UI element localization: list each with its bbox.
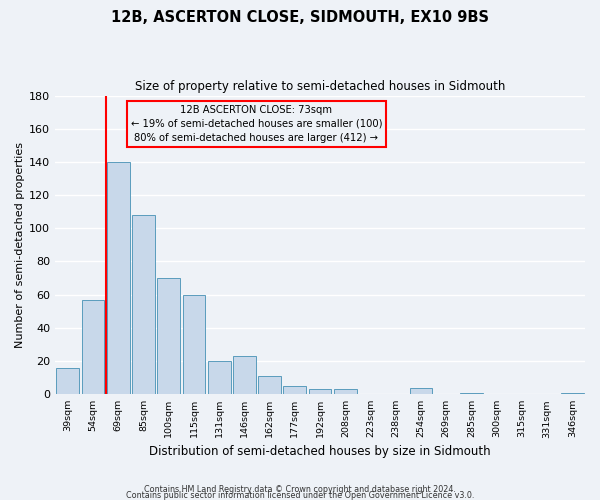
Bar xyxy=(56,368,79,394)
Bar xyxy=(132,215,155,394)
Bar xyxy=(410,388,433,394)
X-axis label: Distribution of semi-detached houses by size in Sidmouth: Distribution of semi-detached houses by … xyxy=(149,444,491,458)
Text: Contains public sector information licensed under the Open Government Licence v3: Contains public sector information licen… xyxy=(126,490,474,500)
Y-axis label: Number of semi-detached properties: Number of semi-detached properties xyxy=(15,142,25,348)
Bar xyxy=(208,361,230,394)
Bar xyxy=(460,392,483,394)
Text: 12B, ASCERTON CLOSE, SIDMOUTH, EX10 9BS: 12B, ASCERTON CLOSE, SIDMOUTH, EX10 9BS xyxy=(111,10,489,25)
Bar xyxy=(182,294,205,394)
Title: Size of property relative to semi-detached houses in Sidmouth: Size of property relative to semi-detach… xyxy=(135,80,505,93)
Text: 12B ASCERTON CLOSE: 73sqm
← 19% of semi-detached houses are smaller (100)
80% of: 12B ASCERTON CLOSE: 73sqm ← 19% of semi-… xyxy=(131,104,382,142)
Bar xyxy=(561,392,584,394)
Bar xyxy=(283,386,306,394)
Bar xyxy=(82,300,104,394)
Bar xyxy=(157,278,180,394)
Text: Contains HM Land Registry data © Crown copyright and database right 2024.: Contains HM Land Registry data © Crown c… xyxy=(144,484,456,494)
Bar xyxy=(258,376,281,394)
Bar xyxy=(233,356,256,394)
Bar xyxy=(334,389,356,394)
Bar xyxy=(107,162,130,394)
Bar xyxy=(309,389,331,394)
